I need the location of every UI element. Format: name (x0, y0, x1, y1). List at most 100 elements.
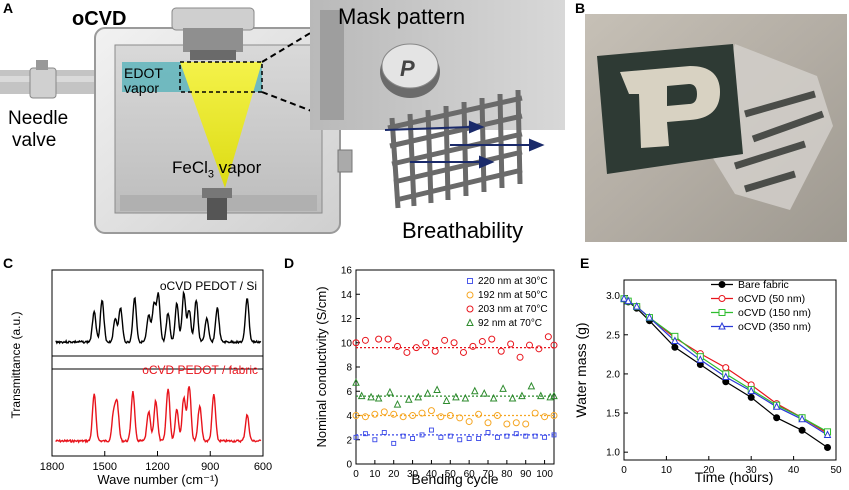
d-point-3 (461, 393, 470, 402)
d-point-1 (352, 412, 360, 419)
d-point-1 (399, 413, 407, 421)
d-point-2 (352, 339, 360, 347)
d-point-0 (551, 432, 557, 438)
d-xtick-label: 40 (426, 469, 438, 480)
e-point-3 (696, 355, 705, 363)
panel-c-chart: 1800 1500 1200 900 600 Transmittance (a.u.) … (9, 269, 272, 487)
e-legend-label: oCVD (50 nm) (738, 293, 805, 305)
e-xtick-label: 50 (830, 465, 842, 476)
ftir-top-series (55, 290, 262, 345)
fecl-main: FeCl (172, 158, 208, 177)
ftir-xtick-label: 1200 (145, 461, 169, 473)
d-point-2 (507, 340, 515, 348)
e-point-3 (747, 386, 756, 395)
d-point-2 (459, 348, 467, 356)
e-legend-marker (718, 281, 726, 288)
panel-b-photo (585, 14, 847, 242)
d-ytick-label: 0 (346, 460, 352, 471)
d-point-1 (465, 418, 473, 426)
d-point-0 (476, 436, 482, 441)
d-ytick-label: 8 (346, 363, 352, 374)
d-point-1 (503, 420, 511, 428)
ftir-top-frame (51, 269, 264, 370)
panel-c-letter: C (3, 255, 14, 271)
e-legend: Bare fabric oCVD (50 nm) oCVD (150 nm) oCVD… (711, 279, 811, 333)
panel-d-letter: D (284, 255, 295, 271)
needle-valve-block (29, 67, 57, 99)
d-point-1 (409, 412, 417, 419)
d-point-0 (513, 431, 519, 437)
d-point-3 (404, 395, 413, 403)
airflow-arrows (384, 120, 545, 169)
d-xtick-label: 50 (445, 469, 457, 480)
d-point-0 (504, 433, 510, 439)
d-point-0 (485, 430, 491, 435)
d-point-1 (390, 410, 398, 418)
d-legend-marker (466, 318, 474, 326)
d-ytick-label: 12 (341, 314, 353, 325)
e-markers (620, 294, 832, 451)
edot-label-line2: vapor (124, 80, 160, 96)
d-point-3 (527, 381, 536, 390)
d-point-0 (494, 434, 500, 440)
d-point-1 (371, 410, 379, 418)
d-point-2 (375, 335, 383, 343)
d-point-1 (418, 409, 426, 417)
d-point-2 (431, 347, 439, 355)
d-xtick-label: 30 (407, 469, 419, 480)
d-point-1 (512, 419, 520, 427)
d-xtick-label: 70 (482, 469, 494, 480)
e-xtick-label: 20 (703, 465, 715, 476)
d-xtick-label: 20 (388, 469, 400, 480)
ftir-xtick-label: 900 (201, 461, 219, 473)
d-point-3 (536, 391, 545, 400)
d-point-3 (442, 396, 451, 404)
needle-label-line2: valve (12, 130, 57, 151)
panel-d-chart: 0 10 20 30 40 50 60 70 80 90 100 0 2 4 6 8 10 12 14 16 220 … (314, 266, 558, 487)
d-point-0 (428, 427, 434, 433)
e-legend-label: oCVD (350 nm) (738, 321, 811, 333)
e-ytick-label: 1.5 (606, 409, 620, 420)
d-point-3 (518, 391, 526, 400)
d-point-3 (550, 391, 558, 400)
d-point-2 (441, 336, 449, 344)
d-legend-marker (466, 291, 474, 299)
e-point-3 (632, 301, 641, 310)
needle-valve-label: Needle valve (8, 108, 68, 152)
e-xlabel: Time (hours) (695, 469, 774, 485)
ftir-xtick-label: 600 (254, 461, 272, 473)
e-legend-label: oCVD (150 nm) (738, 307, 811, 319)
d-point-2 (488, 335, 496, 343)
d-legend-label: 220 nm at 30°C (478, 276, 548, 287)
panel-b-letter: B (575, 0, 586, 16)
mask-pattern-label: Mask pattern (338, 4, 466, 29)
d-point-3 (470, 386, 479, 395)
fecl-sub: 3 (207, 168, 215, 181)
d-ytick-label: 10 (341, 338, 353, 349)
d-point-2 (525, 341, 533, 349)
d-point-1 (456, 414, 464, 422)
d-point-3 (423, 389, 432, 397)
e-point-3 (798, 414, 806, 423)
panel-e-letter: E (580, 255, 590, 271)
d-ylabel: Nominal conductivity (S/cm) (314, 286, 329, 447)
d-point-0 (457, 437, 463, 443)
d-point-0 (410, 436, 416, 441)
e-point-3 (772, 402, 781, 410)
d-point-0 (438, 434, 444, 440)
ftir-xtick-label: 1500 (93, 461, 117, 473)
e-point-0 (747, 393, 755, 401)
d-point-1 (475, 410, 483, 418)
d-point-2 (478, 338, 486, 346)
fecl3-vapor-cone (180, 62, 262, 188)
d-point-1 (427, 407, 435, 415)
d-point-2 (422, 339, 430, 347)
d-point-3 (499, 384, 507, 392)
breathability-label: Breathability (402, 218, 524, 243)
d-xtick-label: 90 (520, 469, 532, 480)
d-point-0 (391, 440, 397, 446)
d-point-1 (522, 420, 530, 428)
d-point-0 (372, 437, 378, 443)
d-xtick-label: 100 (536, 469, 553, 480)
ftir-bottom-label: oCVD PEDOT / fabric (142, 363, 258, 377)
